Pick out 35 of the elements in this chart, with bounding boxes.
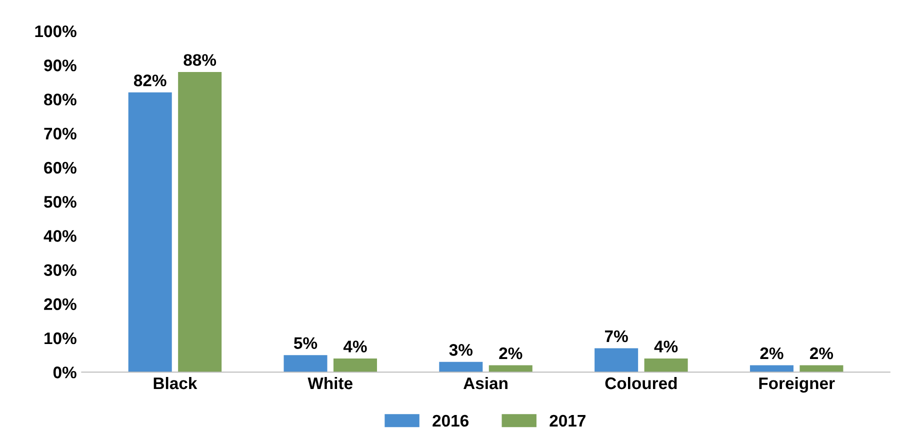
x-tick-label: White [308,376,352,390]
data-label: 4% [654,340,678,352]
bar [178,72,222,372]
y-tick-label: 100% [35,25,76,38]
data-label: 5% [294,337,318,349]
bar [439,362,483,372]
data-label: 3% [449,344,473,356]
y-tick-label: 40% [44,230,76,242]
data-label: 82% [134,74,166,86]
data-label: 7% [604,330,628,342]
y-tick-label: 60% [44,162,76,174]
bar [128,92,172,372]
y-tick-label: 80% [44,94,76,106]
y-tick-label: 20% [44,298,76,310]
y-tick-label: 50% [44,196,76,208]
bar [284,355,328,372]
y-tick-label: 0% [53,366,76,378]
x-tick-label: Foreigner [759,376,835,393]
data-label: 2% [499,347,522,360]
legend-label: 2017 [550,414,586,427]
y-tick-label: 30% [44,264,76,276]
data-label: 2% [760,347,784,360]
bar [644,358,688,372]
x-tick-label: Coloured [605,376,677,390]
data-label: 2% [810,347,834,360]
x-tick-label: Black [154,376,198,390]
data-label: 88% [184,54,216,66]
y-tick-label: 70% [44,128,76,140]
bar [333,358,377,372]
data-label: 4% [343,340,367,352]
legend-label: 2016 [432,414,469,427]
y-tick-label: 90% [44,60,76,72]
y-tick-label: 10% [44,332,76,344]
x-tick-label: Asian [464,376,508,390]
bar [594,348,638,372]
